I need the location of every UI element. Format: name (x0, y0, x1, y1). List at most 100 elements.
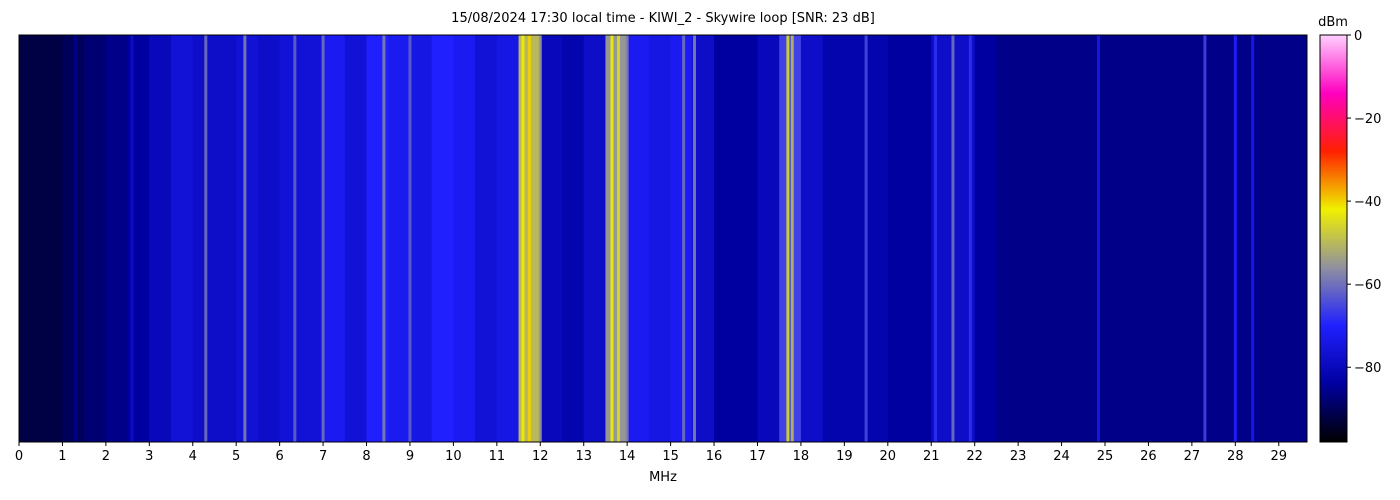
plot-frame (18, 34, 1308, 443)
x-tick-label: 22 (966, 449, 983, 464)
frequency-band (779, 35, 802, 442)
x-tick-label: 16 (706, 449, 723, 464)
frequency-band (84, 35, 107, 442)
signal-line (408, 35, 412, 442)
x-tick-label: 23 (1010, 449, 1027, 464)
signal-line (73, 35, 77, 442)
x-axis-label: MHz (649, 470, 677, 485)
frequency-band (366, 35, 389, 442)
frequency-band (409, 35, 433, 442)
frequency-band (605, 35, 628, 442)
frequency-band (431, 35, 454, 442)
x-tick-label: 19 (836, 449, 853, 464)
x-tick-label: 17 (749, 449, 766, 464)
frequency-band (475, 35, 498, 442)
frequency-band (909, 35, 932, 442)
frequency-band (40, 35, 63, 442)
x-tick-label: 11 (489, 449, 506, 464)
x-tick-label: 7 (319, 449, 327, 464)
x-tick-label: 27 (1184, 449, 1201, 464)
signal-line (625, 35, 629, 442)
x-tick-label: 2 (102, 449, 110, 464)
signal-line (790, 35, 794, 442)
frequency-band (562, 35, 585, 442)
frequency-band (257, 35, 281, 442)
x-tick-label: 28 (1227, 449, 1244, 464)
x-tick-label: 8 (362, 449, 370, 464)
x-tick-label: 1 (58, 449, 66, 464)
signal-line (538, 35, 542, 442)
x-tick-label: 9 (406, 449, 414, 464)
signal-line (204, 35, 208, 442)
signal-line (1096, 35, 1100, 442)
signal-line (692, 35, 696, 442)
frequency-band (1213, 35, 1236, 442)
signal-line (1233, 35, 1237, 442)
x-tick-label: 10 (445, 449, 462, 464)
colorbar-tick-label: −20 (1354, 112, 1381, 127)
frequency-band (1083, 35, 1106, 442)
frequency-band (1235, 35, 1258, 442)
frequency-band (735, 35, 758, 442)
frequency-band (1148, 35, 1171, 442)
frequency-band (1278, 35, 1301, 442)
signal-line (934, 35, 938, 442)
x-tick-label: 12 (532, 449, 549, 464)
frequency-band (974, 35, 997, 442)
x-tick-label: 4 (189, 449, 197, 464)
x-tick-label: 6 (276, 449, 284, 464)
signal-line (1251, 35, 1255, 442)
frequency-band (453, 35, 476, 442)
frequency-band (540, 35, 563, 442)
colorbar-tick-label: −60 (1354, 278, 1381, 293)
frequency-band (323, 35, 346, 442)
frequency-band (714, 35, 737, 442)
x-tick-label: 0 (15, 449, 23, 464)
colorbar-tick-label: −80 (1354, 361, 1381, 376)
signal-line (527, 35, 531, 442)
signal-line (864, 35, 868, 442)
signal-line (382, 35, 386, 442)
frequency-band (149, 35, 172, 442)
frequency-band (344, 35, 368, 442)
colorbar (1319, 34, 1348, 443)
x-tick-label: 20 (880, 449, 897, 464)
frequency-band (1105, 35, 1128, 442)
frequency-band (388, 35, 411, 442)
frequency-band (214, 35, 237, 442)
frequency-band (19, 35, 42, 442)
x-tick-label: 25 (1097, 449, 1114, 464)
signal-line (786, 35, 790, 442)
frequency-band (996, 35, 1019, 442)
x-tick-label: 18 (793, 449, 810, 464)
frequency-band (236, 35, 259, 442)
colorbar-tick-label: −40 (1354, 195, 1381, 210)
x-tick-label: 5 (232, 449, 240, 464)
frequency-band (887, 35, 911, 442)
frequency-band (952, 35, 976, 442)
frequency-band (279, 35, 302, 442)
signal-line (321, 35, 325, 442)
frequency-band (1039, 35, 1063, 442)
x-tick-label: 3 (145, 449, 153, 464)
x-tick-label: 14 (619, 449, 636, 464)
frequency-band (62, 35, 85, 442)
x-tick-label: 24 (1053, 449, 1070, 464)
colorbar-label: dBm (1318, 15, 1348, 30)
signal-line (616, 35, 620, 442)
colorbar-tick-label: 0 (1354, 29, 1362, 44)
signal-line (682, 35, 686, 442)
frequency-band (1170, 35, 1193, 442)
signal-line (521, 35, 525, 442)
frequency-band (1300, 35, 1308, 442)
frequency-band (627, 35, 650, 442)
x-tick-label: 26 (1140, 449, 1157, 464)
signal-line (610, 35, 614, 442)
frequency-band (648, 35, 672, 442)
frequency-band (1018, 35, 1041, 442)
frequency-band (192, 35, 215, 442)
frequency-band (1257, 35, 1280, 442)
signal-line (293, 35, 297, 442)
frequency-band (171, 35, 194, 442)
frequency-band (301, 35, 324, 442)
